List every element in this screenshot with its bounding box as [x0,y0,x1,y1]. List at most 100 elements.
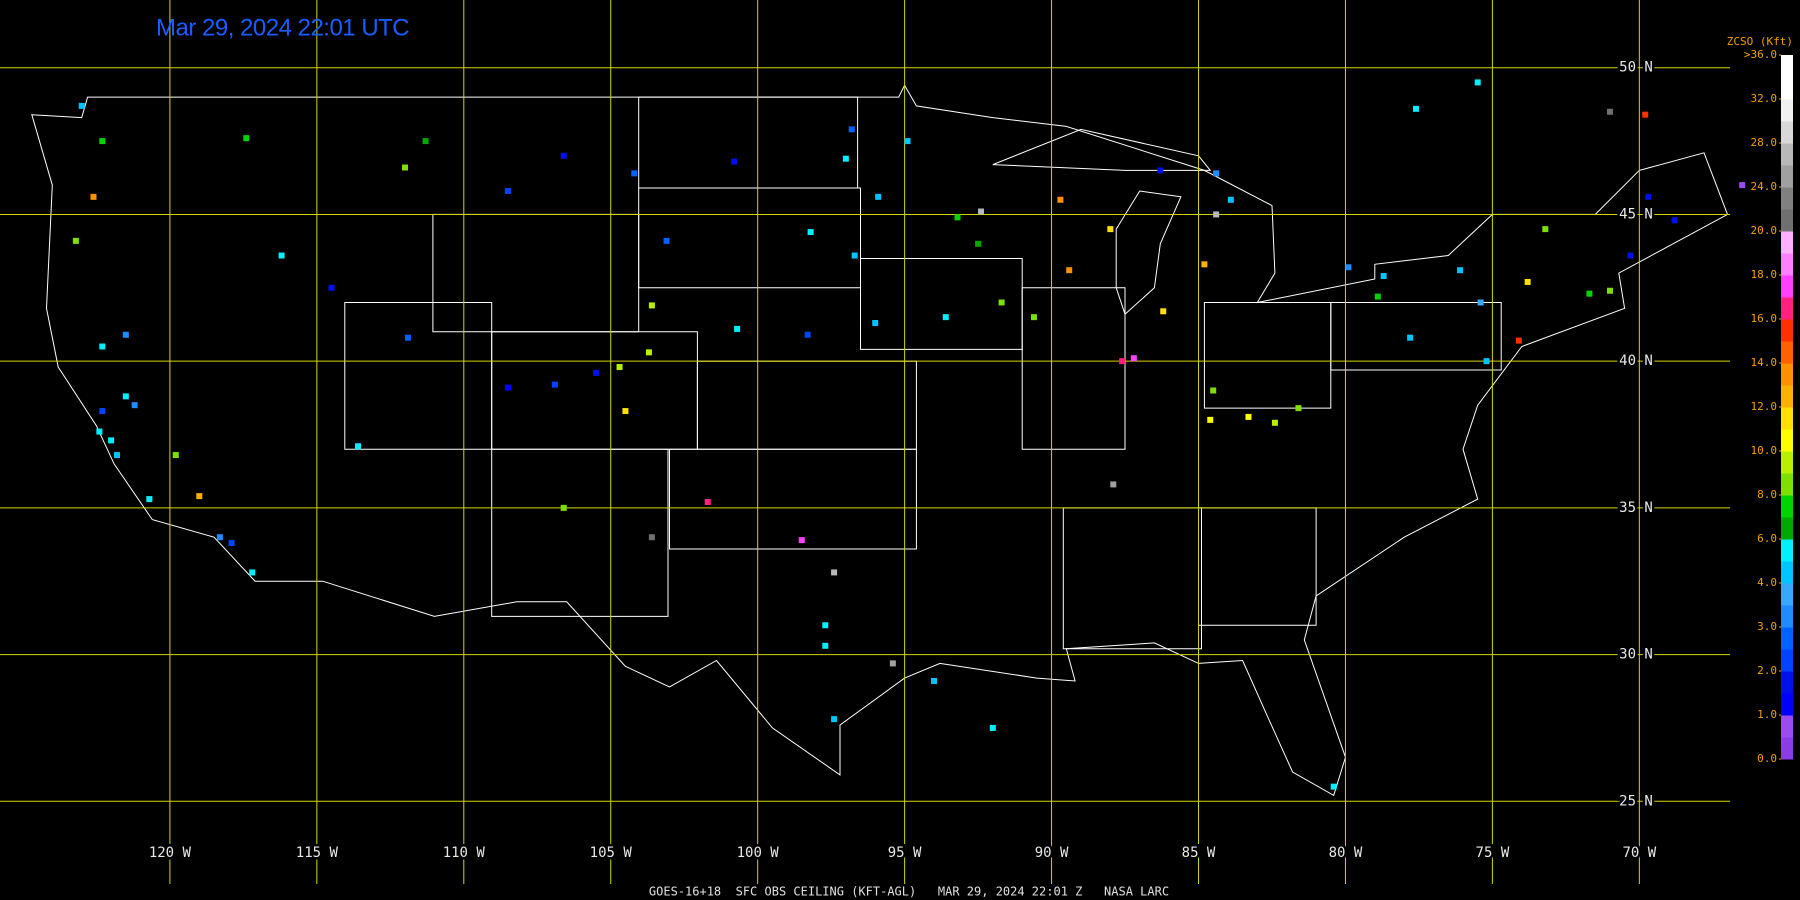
station-obs [1483,358,1490,365]
legend-swatch [1781,363,1793,386]
station-obs [196,493,203,500]
station-obs [663,237,670,244]
station-obs [328,284,335,291]
legend-swatch [1781,77,1793,100]
station-obs [216,534,223,541]
legend-title: ZCSO (Kft) [1727,35,1793,48]
station-obs [1412,105,1419,112]
legend: ZCSO (Kft) 0.0 1.0 2.0 3.0 4.0 6.0 8.0 10.0 12.0 1… [1727,35,1793,765]
legend-swatch [1781,319,1793,342]
station-obs [904,138,911,145]
legend-swatch [1781,165,1793,188]
station-obs [648,302,655,309]
station-obs [422,138,429,145]
station-obs [1201,261,1208,268]
station-obs [1110,481,1117,488]
station-obs [1642,111,1649,118]
station-obs [1606,108,1613,115]
longitude-label: 75 W [1476,845,1510,861]
station-obs [1671,217,1678,224]
station-obs [404,334,411,341]
station-obs [822,622,829,629]
legend-swatch [1781,297,1793,320]
station-obs [1524,278,1531,285]
station-obs [645,349,652,356]
station-obs [1271,419,1278,426]
station-obs [648,534,655,541]
station-obs [1380,273,1387,280]
station-obs [872,320,879,327]
legend-label: 6.0 [1757,532,1777,545]
legend-swatch [1781,385,1793,408]
station-obs [998,299,1005,306]
station-obs [1295,405,1302,412]
station-obs [831,716,838,723]
station-obs [734,325,741,332]
legend-label: 8.0 [1757,488,1777,501]
station-obs [631,170,638,177]
station-obs [146,496,153,503]
legend-swatch [1781,429,1793,452]
legend-swatch [1781,737,1793,760]
legend-swatch [1781,605,1793,628]
station-obs [1586,290,1593,297]
longitude-label: 90 W [1035,845,1069,861]
legend-label: 32.0 [1751,92,1778,105]
station-obs [122,331,129,338]
station-obs [172,452,179,459]
station-obs [1606,287,1613,294]
latitude-label: 30 N [1619,647,1653,663]
station-obs [1066,267,1073,274]
legend-swatch [1781,451,1793,474]
latitude-label: 25 N [1619,793,1653,809]
longitude-label: 115 W [296,845,339,861]
station-obs [78,102,85,109]
longitude-label: 70 W [1622,845,1656,861]
longitude-label: 80 W [1329,845,1363,861]
legend-label: 12.0 [1751,400,1778,413]
latitude-label: 40 N [1619,353,1653,369]
station-obs [96,428,103,435]
station-obs [1542,226,1549,233]
longitude-label: 120 W [149,845,192,861]
station-obs [804,331,811,338]
legend-label: 3.0 [1757,620,1777,633]
legend-swatch [1781,121,1793,144]
station-obs [1515,337,1522,344]
legend-swatch [1781,275,1793,298]
station-obs [931,677,938,684]
station-obs [842,155,849,162]
legend-swatch [1781,341,1793,364]
station-obs [975,240,982,247]
caption: GOES-16+18 SFC OBS CEILING (KFT-AGL) MAR… [649,885,1169,899]
legend-label: 14.0 [1751,356,1778,369]
station-obs [90,193,97,200]
station-obs [889,660,896,667]
state-boundary [344,302,493,450]
station-obs [1457,267,1464,274]
legend-swatch [1781,407,1793,430]
latitude-label: 45 N [1619,206,1653,222]
station-obs [1739,182,1746,189]
station-obs [798,537,805,544]
state-boundary [491,448,669,617]
station-obs [807,229,814,236]
longitude-label: 85 W [1182,845,1216,861]
state-boundary [1330,302,1502,371]
legend-swatch [1781,187,1793,210]
state-boundary [860,258,1023,350]
station-obs [1213,170,1220,177]
station-obs [1407,334,1414,341]
station-obs [851,252,858,259]
legend-swatch [1781,539,1793,562]
legend-swatch [1781,671,1793,694]
legend-label: 16.0 [1751,312,1778,325]
legend-swatch [1781,715,1793,738]
legend-swatch [1781,209,1793,232]
coastline [31,84,1729,797]
legend-label: 24.0 [1751,180,1778,193]
station-obs [593,369,600,376]
station-obs [1057,196,1064,203]
latitude-label: 50 N [1619,60,1653,76]
